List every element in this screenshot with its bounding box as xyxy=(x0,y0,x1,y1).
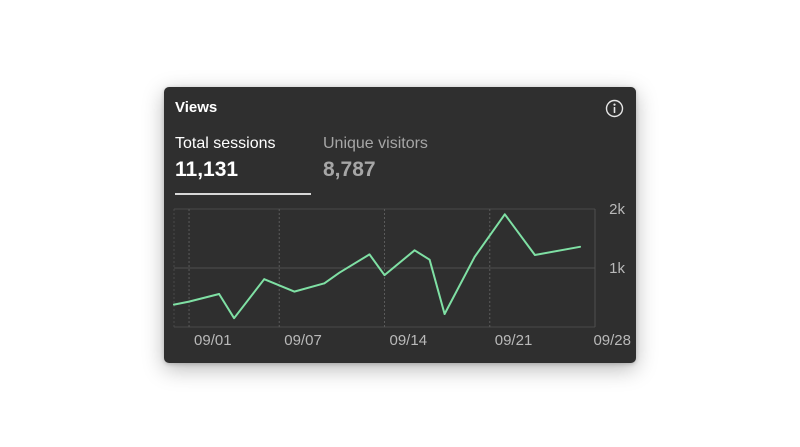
x-tick-label: 09/21 xyxy=(495,332,533,349)
x-tick-label: 09/01 xyxy=(194,332,232,349)
tab-unique-visitors-value: 8,787 xyxy=(323,158,376,181)
y-tick-label: 1k xyxy=(609,260,625,277)
active-tab-indicator xyxy=(175,193,311,195)
x-tick-label: 09/07 xyxy=(284,332,322,349)
data-point xyxy=(533,254,536,256)
info-icon[interactable] xyxy=(605,99,624,118)
data-point xyxy=(579,245,581,248)
sessions-line-chart: 1k 2k 09/01 09/07 09/14 09/21 09/28 xyxy=(173,201,631,349)
data-point xyxy=(263,278,266,281)
tab-unique-visitors[interactable]: Unique visitors 8,787 xyxy=(323,135,428,182)
data-point xyxy=(503,213,506,216)
tab-total-sessions-label: Total sessions xyxy=(175,135,276,152)
views-card: Views Total sessions 11,131 Unique visit… xyxy=(164,87,636,363)
widget-title: Views xyxy=(175,99,218,116)
tab-unique-visitors-label: Unique visitors xyxy=(323,135,428,152)
series-line-total-sessions xyxy=(173,213,581,320)
tab-total-sessions-value: 11,131 xyxy=(175,158,239,181)
data-point xyxy=(338,271,341,274)
data-point xyxy=(323,282,326,285)
data-point xyxy=(473,255,476,258)
data-point xyxy=(383,274,386,276)
data-point xyxy=(293,290,296,293)
x-tick-label: 09/14 xyxy=(390,332,428,349)
data-point xyxy=(368,253,371,256)
y-tick-label: 2k xyxy=(609,201,625,218)
data-point xyxy=(413,249,416,252)
data-point xyxy=(233,317,236,320)
tab-total-sessions[interactable]: Total sessions 11,131 xyxy=(175,135,276,182)
data-point xyxy=(173,303,175,306)
x-tick-label: 09/28 xyxy=(593,332,631,349)
data-point xyxy=(188,300,190,303)
data-point xyxy=(428,258,431,261)
data-point xyxy=(443,313,446,315)
data-point xyxy=(218,293,221,295)
